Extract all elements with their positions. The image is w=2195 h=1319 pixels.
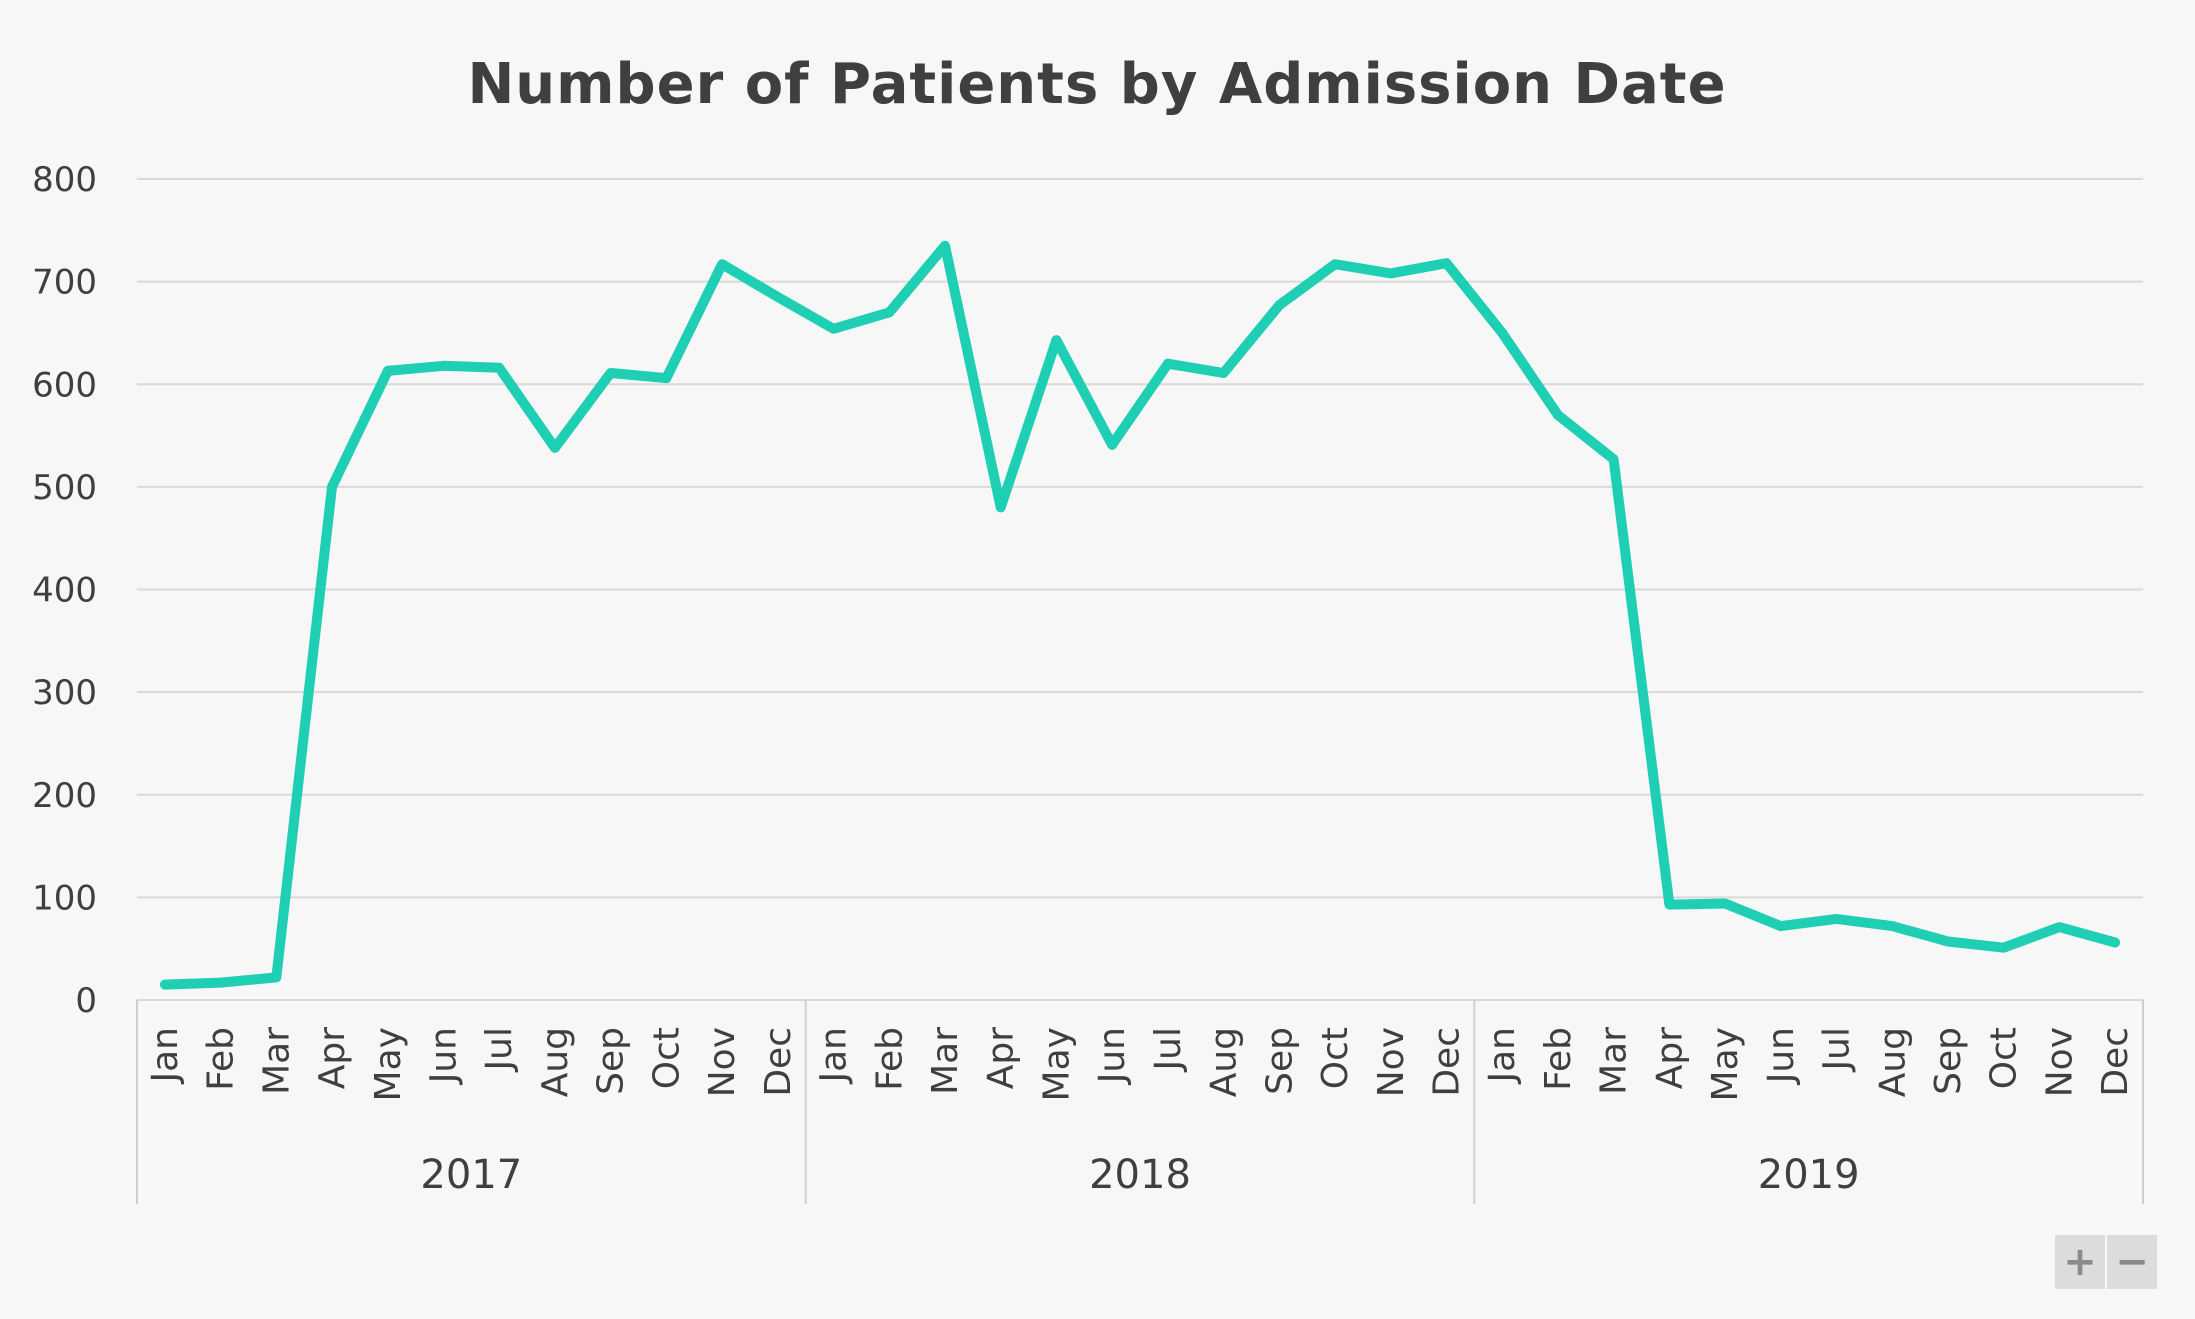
x-tick-label: Sep bbox=[591, 1027, 632, 1095]
x-tick-label: Sep bbox=[1259, 1027, 1300, 1095]
x-tick-label: Sep bbox=[1928, 1027, 1969, 1095]
year-label: 2017 bbox=[420, 1152, 522, 1198]
x-tick-label: Dec bbox=[1426, 1027, 1467, 1097]
y-tick-label: 600 bbox=[32, 365, 97, 405]
y-tick-label: 700 bbox=[32, 263, 97, 303]
x-tick-label: Feb bbox=[869, 1027, 910, 1091]
series-layer bbox=[159, 240, 2121, 990]
x-tick-label: Oct bbox=[1315, 1027, 1356, 1089]
x-tick-label: May bbox=[1705, 1027, 1746, 1101]
y-tick-label: 800 bbox=[32, 160, 97, 200]
x-tick-label: Mar bbox=[256, 1027, 297, 1095]
zoom-controls: + − bbox=[2055, 1235, 2157, 1289]
x-tick-label: Jun bbox=[1761, 1027, 1802, 1085]
y-tick-label: 200 bbox=[32, 776, 97, 816]
x-tick-label: Oct bbox=[1984, 1027, 2025, 1089]
x-tick-label: Apr bbox=[312, 1027, 353, 1089]
x-tick-label: Jul bbox=[1148, 1027, 1189, 1072]
x-tick-label: Aug bbox=[535, 1027, 576, 1097]
y-tick-label: 0 bbox=[75, 981, 97, 1021]
zoom-out-button[interactable]: − bbox=[2107, 1235, 2157, 1289]
y-axis: 0 100 200 300 400 500 600 700 800 bbox=[32, 160, 97, 1021]
x-tick-label: Nov bbox=[702, 1027, 743, 1097]
year-label: 2019 bbox=[1758, 1152, 1860, 1198]
x-tick-label: Jan bbox=[145, 1027, 186, 1085]
x-tick-label: Jul bbox=[1817, 1027, 1858, 1072]
x-tick-label: Dec bbox=[2095, 1027, 2136, 1097]
y-tick-label: 300 bbox=[32, 673, 97, 713]
x-tick-label: Nov bbox=[2039, 1027, 2080, 1097]
x-tick-label: Nov bbox=[1371, 1027, 1412, 1097]
grid-lines bbox=[137, 178, 2143, 1001]
x-tick-label: Aug bbox=[1872, 1027, 1913, 1097]
x-tick-label: Feb bbox=[201, 1027, 242, 1091]
x-axis: Jan Feb Mar Apr May Jun Jul Aug Sep Oct Nov Dec 2017… bbox=[136, 1000, 2144, 1204]
x-tick-label: Jun bbox=[423, 1027, 464, 1085]
x-tick-label: Aug bbox=[1204, 1027, 1245, 1097]
x-tick-label: Oct bbox=[646, 1027, 687, 1089]
x-tick-label: Jun bbox=[1092, 1027, 1133, 1085]
chart-title: Number of Patients by Admission Date bbox=[467, 52, 1726, 117]
y-tick-label: 400 bbox=[32, 571, 97, 611]
x-tick-label: Mar bbox=[925, 1027, 966, 1095]
year-label: 2018 bbox=[1089, 1152, 1191, 1198]
x-tick-label: May bbox=[1036, 1027, 1077, 1101]
x-tick-label: May bbox=[368, 1027, 409, 1101]
x-tick-label: Mar bbox=[1594, 1027, 1635, 1095]
x-tick-label: Feb bbox=[1538, 1027, 1579, 1091]
series-line bbox=[159, 240, 2121, 990]
x-tick-label: Apr bbox=[1649, 1027, 1690, 1089]
x-tick-label: Jan bbox=[1482, 1027, 1523, 1085]
y-tick-label: 500 bbox=[32, 468, 97, 508]
x-tick-label: Jul bbox=[479, 1027, 520, 1072]
x-tick-label: Jan bbox=[814, 1027, 855, 1085]
zoom-in-button[interactable]: + bbox=[2055, 1235, 2105, 1289]
y-tick-label: 100 bbox=[32, 878, 97, 918]
x-tick-label: Dec bbox=[758, 1027, 799, 1097]
x-tick-label: Apr bbox=[981, 1027, 1022, 1089]
